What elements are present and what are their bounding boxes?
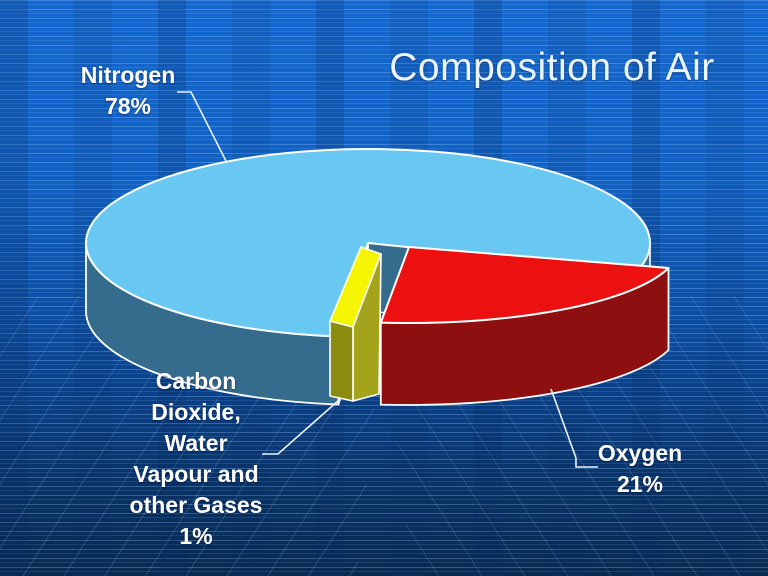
oxygen-leader-line [550,388,598,468]
oxygen-label: Oxygen 21% [597,440,683,497]
nitrogen-leader-line [177,91,227,162]
other-gases-leader-line [262,399,340,455]
other-gases-slice-front [329,320,354,402]
other-gases-slice-top [329,246,382,328]
nitrogen-label: Nitrogen 78% [80,62,176,119]
oxygen-slice-top [379,246,670,325]
nitrogen-slice-top [85,148,652,338]
slide-title: Composition of Air [389,46,715,89]
other-gases-label: Carbon Dioxide, Water Vapour and other Gases… [129,368,263,549]
